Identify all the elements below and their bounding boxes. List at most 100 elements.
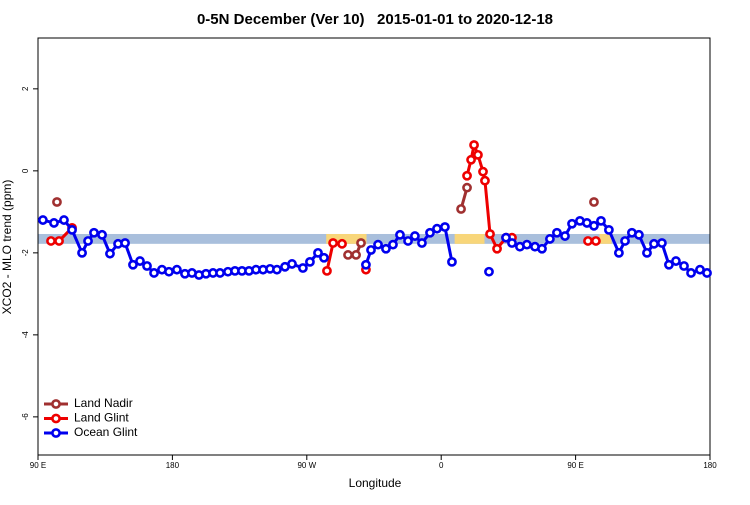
series-line bbox=[50, 139, 596, 272]
x-tick-label: 90 W bbox=[297, 461, 316, 470]
data-point bbox=[634, 229, 644, 240]
data-point bbox=[679, 261, 689, 271]
data-point bbox=[642, 247, 652, 258]
data-point bbox=[328, 238, 338, 248]
data-point bbox=[485, 229, 495, 239]
data-point bbox=[560, 231, 570, 241]
data-point bbox=[171, 264, 182, 275]
y-tick-label: 2 bbox=[21, 86, 30, 91]
data-point bbox=[52, 197, 62, 207]
data-point bbox=[366, 245, 376, 255]
highlight-range bbox=[599, 233, 612, 244]
x-tick-label: 0 bbox=[439, 461, 444, 470]
data-point bbox=[545, 234, 555, 244]
data-point bbox=[89, 227, 99, 238]
data-point bbox=[46, 236, 56, 246]
x-tick-label: 180 bbox=[166, 461, 180, 470]
data-point bbox=[614, 247, 624, 258]
data-point bbox=[272, 264, 282, 275]
data-point bbox=[373, 239, 383, 250]
legend-label: Land Glint bbox=[74, 411, 129, 425]
data-point bbox=[671, 256, 681, 266]
data-point bbox=[105, 248, 115, 259]
data-point bbox=[305, 256, 315, 267]
data-point bbox=[432, 223, 442, 234]
y-tick-label: -2 bbox=[21, 249, 30, 257]
data-point bbox=[591, 236, 601, 246]
data-point bbox=[417, 238, 427, 248]
data-point bbox=[583, 236, 593, 246]
reference-band bbox=[38, 233, 710, 244]
data-point bbox=[337, 238, 347, 249]
data-point bbox=[403, 236, 413, 246]
data-point bbox=[492, 243, 502, 254]
data-point bbox=[83, 236, 93, 246]
data-point bbox=[589, 220, 599, 231]
data-point bbox=[298, 263, 308, 273]
data-point bbox=[425, 227, 435, 238]
data-point bbox=[67, 224, 77, 235]
data-point bbox=[604, 224, 614, 235]
data-point bbox=[319, 252, 329, 263]
data-point bbox=[664, 259, 674, 270]
data-point bbox=[128, 259, 138, 270]
legend-label: Ocean Glint bbox=[74, 425, 138, 439]
data-point bbox=[478, 166, 488, 177]
data-point bbox=[38, 215, 48, 225]
data-point bbox=[649, 238, 659, 249]
data-point bbox=[507, 238, 517, 248]
data-point bbox=[686, 268, 696, 278]
data-point bbox=[589, 197, 599, 207]
data-point bbox=[657, 238, 667, 248]
data-point bbox=[356, 238, 366, 248]
data-point bbox=[620, 236, 630, 246]
legend-marker bbox=[51, 413, 61, 424]
data-point bbox=[456, 204, 466, 214]
data-point bbox=[395, 229, 405, 240]
x-axis-label: Longitude bbox=[349, 476, 402, 490]
data-point bbox=[351, 250, 361, 260]
chart-title: 0-5N December (Ver 10) 2015-01-01 to 202… bbox=[197, 11, 553, 28]
legend-label: Land Nadir bbox=[74, 396, 133, 410]
data-point bbox=[702, 268, 712, 278]
data-point bbox=[522, 239, 532, 250]
data-point bbox=[567, 218, 577, 229]
y-tick-label: -6 bbox=[21, 413, 30, 421]
plot-frame bbox=[37, 37, 711, 456]
data-point bbox=[49, 218, 59, 228]
data-point bbox=[77, 247, 87, 258]
data-point bbox=[287, 259, 297, 269]
data-point bbox=[552, 227, 562, 238]
data-point bbox=[388, 239, 398, 250]
highlight-range bbox=[454, 233, 485, 244]
data-point bbox=[462, 170, 472, 181]
data-point bbox=[142, 261, 152, 271]
data-point bbox=[313, 247, 323, 258]
highlight-range bbox=[326, 233, 367, 244]
data-point bbox=[381, 243, 391, 254]
data-point bbox=[440, 222, 450, 232]
data-point bbox=[215, 268, 225, 278]
data-point bbox=[501, 232, 511, 243]
y-tick-label: -4 bbox=[21, 331, 30, 339]
data-point bbox=[97, 229, 107, 240]
data-point bbox=[135, 256, 145, 266]
x-tick-label: 90 E bbox=[30, 461, 46, 470]
data-point bbox=[120, 238, 130, 248]
data-point bbox=[322, 265, 332, 276]
y-tick-label: 0 bbox=[21, 168, 30, 173]
data-point bbox=[447, 256, 457, 267]
x-tick-label: 90 E bbox=[567, 461, 583, 470]
data-point bbox=[484, 266, 494, 277]
data-point bbox=[537, 243, 547, 254]
data-point bbox=[361, 259, 371, 270]
data-point bbox=[466, 154, 476, 165]
data-point bbox=[473, 149, 483, 160]
data-point bbox=[469, 140, 479, 150]
y-axis-label: XCO2 - MLO trend (ppm) bbox=[0, 180, 14, 315]
legend-marker bbox=[51, 428, 61, 438]
legend-marker bbox=[51, 399, 61, 409]
data-point bbox=[59, 215, 69, 225]
data-point bbox=[343, 250, 353, 260]
